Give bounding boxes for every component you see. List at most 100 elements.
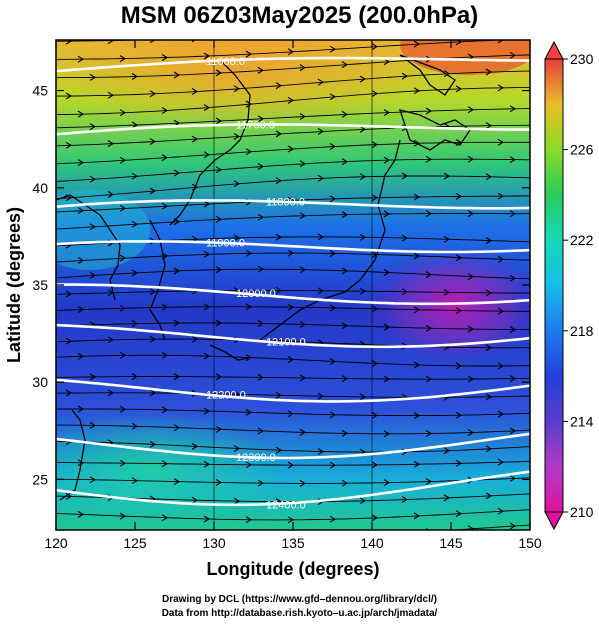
streamline-arrow [203, 104, 211, 112]
streamline-arrow [287, 410, 295, 418]
streamline-arrow [371, 305, 379, 313]
contour-line [56, 239, 530, 254]
streamline-arrow [258, 535, 263, 541]
x-tick-label: 135 [281, 535, 305, 551]
y-tick-label: 45 [32, 83, 48, 99]
streamline-arrow [275, 233, 283, 241]
contour-line [56, 323, 530, 349]
streamline-arrow [245, 354, 253, 362]
streamline-arrow [203, 200, 211, 208]
streamline-arrow [191, 442, 199, 450]
streamline-arrow [360, 28, 365, 34]
streamline-arrow [413, 460, 421, 468]
streamline [56, 424, 530, 435]
colorbar-tick-label: 226 [570, 142, 594, 158]
streamline-arrow [359, 497, 367, 505]
contour-label: 11800.0 [266, 196, 305, 208]
streamline-arrow [383, 430, 391, 438]
streamline-arrow [299, 160, 307, 168]
streamline-arrow [203, 250, 211, 258]
streamline-arrow [131, 320, 139, 328]
streamline-arrow [149, 187, 157, 195]
streamline [56, 40, 164, 42]
streamline-arrow [329, 461, 337, 469]
streamline-arrow [341, 479, 349, 487]
streamline-arrow [341, 110, 349, 118]
streamline-arrow [341, 429, 349, 437]
streamline-arrow [317, 174, 325, 182]
streamline-arrow [299, 428, 307, 436]
streamline-arrow [329, 93, 337, 101]
streamline-arrow [359, 125, 367, 133]
streamline-arrow [149, 138, 157, 145]
streamline [56, 322, 530, 331]
streamline-arrow [509, 156, 517, 164]
x-tick-label: 140 [360, 535, 384, 551]
streamline-arrow [341, 61, 349, 69]
streamline-arrow [467, 210, 475, 218]
streamline-arrow [77, 405, 85, 413]
streamline-arrow [401, 172, 409, 180]
streamline-arrow [509, 210, 517, 218]
contour-line [56, 123, 530, 136]
streamline-arrow [425, 324, 433, 332]
streamline-arrow [107, 140, 115, 148]
streamline-arrow [371, 43, 379, 51]
streamline-arrow [215, 215, 223, 223]
colorbar-max-arrow [544, 40, 564, 60]
streamline-arrow [383, 479, 391, 487]
streamline-arrow [425, 375, 433, 383]
contour-line [56, 56, 530, 73]
credit-data-source: Data from http://database.rish.kyoto–u.a… [161, 608, 438, 619]
streamline-arrow [161, 154, 169, 162]
streamline-arrow [497, 458, 505, 466]
streamline-arrow [245, 461, 253, 469]
streamline-arrow [413, 306, 421, 314]
streamline-arrow [275, 130, 283, 138]
streamline-arrow [173, 478, 181, 486]
streamline-arrow [287, 461, 295, 469]
streamline-arrow [119, 405, 127, 413]
streamline-arrow [341, 375, 349, 383]
x-axis-label: Longitude (degrees) [206, 559, 379, 579]
streamline-arrow [467, 155, 475, 163]
streamline-arrow [509, 326, 517, 333]
streamline-arrow [287, 145, 295, 153]
streamline-arrow [485, 289, 493, 297]
streamline [56, 376, 530, 380]
streamline-arrow [317, 448, 325, 455]
streamline-arrow [317, 392, 325, 400]
contour-label: 12400.0 [266, 499, 306, 511]
streamline-arrow [119, 156, 127, 164]
streamline [56, 40, 513, 60]
streamline-arrow [299, 374, 307, 382]
streamline [56, 290, 530, 295]
streamline-arrow [455, 254, 463, 262]
streamline-arrow [245, 408, 253, 416]
streamline-arrow [89, 373, 97, 381]
streamline-arrow [383, 109, 391, 117]
streamline-arrow [65, 337, 73, 345]
contour-label: 12300.0 [236, 452, 276, 464]
streamline-arrow [233, 40, 236, 41]
y-tick-label: 30 [32, 374, 48, 390]
streamline-arrow [287, 48, 295, 56]
streamline-arrow [161, 303, 169, 311]
streamline-arrow [65, 389, 73, 397]
streamline-arrow [215, 69, 223, 77]
streamline-arrow [443, 494, 451, 502]
y-axis-ticks: 25 30 35 40 45 [32, 83, 530, 487]
contour-line [56, 470, 530, 507]
streamline-arrow [215, 166, 223, 174]
streamline-arrow [467, 325, 475, 333]
streamline-arrow [485, 344, 493, 352]
contour-line [56, 378, 530, 403]
x-tick-label: 120 [44, 535, 68, 551]
streamline-arrow [509, 427, 517, 435]
streamline-arrow [107, 336, 115, 344]
wind-streamlines [56, 28, 530, 541]
streamline-arrow [359, 287, 367, 295]
streamline-arrow [299, 113, 307, 120]
streamline-arrow [233, 180, 241, 188]
